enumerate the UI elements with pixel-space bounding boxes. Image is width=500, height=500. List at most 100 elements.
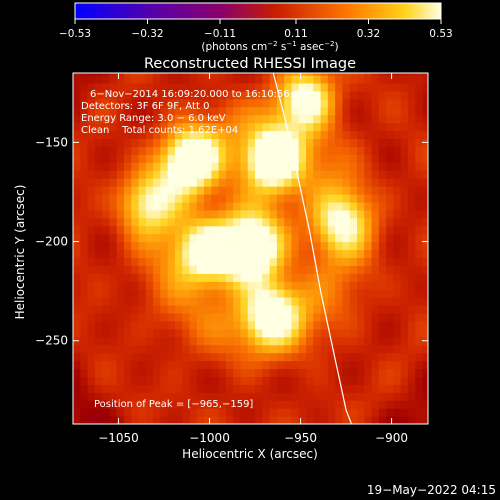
heatmap-cell <box>415 312 424 322</box>
heatmap-cell <box>342 178 351 187</box>
heatmap-cell <box>342 352 351 362</box>
heatmap-cell <box>145 360 154 370</box>
heatmap-cell <box>269 98 278 108</box>
heatmap-cell <box>378 336 387 346</box>
heatmap-cell <box>400 368 409 377</box>
heatmap-cell <box>422 98 428 108</box>
heatmap-cell <box>247 162 256 171</box>
heatmap-cell <box>204 305 212 314</box>
heatmap-cell <box>422 170 428 179</box>
heatmap-cell <box>160 249 169 259</box>
heatmap-cell <box>313 273 322 282</box>
heatmap-cell <box>400 312 409 322</box>
heatmap-cell <box>145 241 154 251</box>
heatmap-cell <box>371 82 380 92</box>
heatmap-cell <box>123 289 132 298</box>
heatmap-cell <box>123 114 132 124</box>
annotation-block: 6−Nov−2014 16:09:20.000 to 16:10:56.000 … <box>81 89 312 136</box>
heatmap-cell <box>102 130 111 140</box>
heatmap-cell <box>415 305 424 314</box>
heatmap-cell <box>371 193 380 203</box>
annotation-detectors: Detectors: 3F 6F 9F, Att 0 <box>81 101 209 112</box>
heatmap-cell <box>255 106 263 116</box>
heatmap-cell <box>167 122 176 132</box>
heatmap-cell <box>73 312 81 322</box>
heatmap-cell <box>80 400 89 409</box>
heatmap-cell <box>291 146 300 155</box>
heatmap-cell <box>138 376 147 385</box>
heatmap-cell <box>182 170 191 179</box>
heatmap-cell <box>80 225 89 235</box>
heatmap-cell <box>313 201 322 211</box>
heatmap-cell <box>116 146 125 155</box>
heatmap-cell <box>145 162 154 171</box>
heatmap-cell <box>393 416 402 424</box>
heatmap-cell <box>87 74 96 84</box>
heatmap-cell <box>378 114 387 124</box>
heatmap-cell <box>255 73 263 76</box>
heatmap-cell <box>313 178 322 187</box>
heatmap-cell <box>73 265 81 274</box>
heatmap-cell <box>123 146 132 155</box>
heatmap-cell <box>145 82 154 92</box>
heatmap-cell <box>233 162 242 171</box>
heatmap-cell <box>189 241 198 251</box>
heatmap-cell <box>327 233 336 243</box>
heatmap-cell <box>160 360 169 370</box>
heatmap-cell <box>298 257 307 266</box>
heatmap-cell <box>131 368 140 377</box>
heatmap-cell <box>109 416 118 424</box>
heatmap-cell <box>73 320 81 330</box>
heatmap-cell <box>145 416 154 424</box>
heatmap-cell <box>335 360 344 370</box>
heatmap-cell <box>233 392 242 401</box>
heatmap-cell <box>371 90 380 100</box>
heatmap-cell <box>131 209 140 219</box>
heatmap-cell <box>349 178 358 187</box>
heatmap-cell <box>87 400 96 409</box>
heatmap-cell <box>240 138 249 147</box>
heatmap-cell <box>306 376 314 385</box>
heatmap-cell <box>313 90 322 100</box>
heatmap-cell <box>422 320 428 330</box>
heatmap-cell <box>167 178 176 187</box>
heatmap-cell <box>189 233 198 243</box>
heatmap-cell <box>415 320 424 330</box>
heatmap-cell <box>174 178 183 187</box>
heatmap-cell <box>94 344 103 354</box>
heatmap-cell <box>422 241 428 251</box>
heatmap-cell <box>415 360 424 370</box>
heatmap-cell <box>109 368 118 377</box>
heatmap-cell <box>400 217 409 227</box>
heatmap-cell <box>174 82 183 92</box>
heatmap-cell <box>327 312 336 322</box>
heatmap-cell <box>116 90 125 100</box>
heatmap-cell <box>255 305 263 314</box>
heatmap-cell <box>298 233 307 243</box>
heatmap-cell <box>378 297 387 306</box>
heatmap-cell <box>116 281 125 290</box>
heatmap-cell <box>378 344 387 354</box>
heatmap-cell <box>145 122 154 132</box>
heatmap-cell <box>247 320 256 330</box>
heatmap-cell <box>233 320 242 330</box>
heatmap-cell <box>145 265 154 274</box>
heatmap-cell <box>87 328 96 338</box>
heatmap-cell <box>298 289 307 298</box>
heatmap-cell <box>255 98 263 108</box>
heatmap-cell <box>109 162 118 171</box>
heatmap-cell <box>364 281 373 290</box>
colorbar-tick-label: −0.11 <box>204 28 236 40</box>
heatmap-cell <box>182 90 191 100</box>
heatmap-cell <box>225 154 234 163</box>
heatmap-cell <box>386 281 395 290</box>
heatmap-cell <box>407 209 416 219</box>
heatmap-cell <box>335 209 344 219</box>
heatmap-cell <box>102 320 111 330</box>
heatmap-cell <box>204 416 212 424</box>
heatmap-cell <box>204 217 212 227</box>
heatmap-cell <box>80 74 89 84</box>
heatmap-cell <box>218 273 227 282</box>
heatmap-cell <box>109 241 118 251</box>
heatmap-cell <box>342 392 351 401</box>
